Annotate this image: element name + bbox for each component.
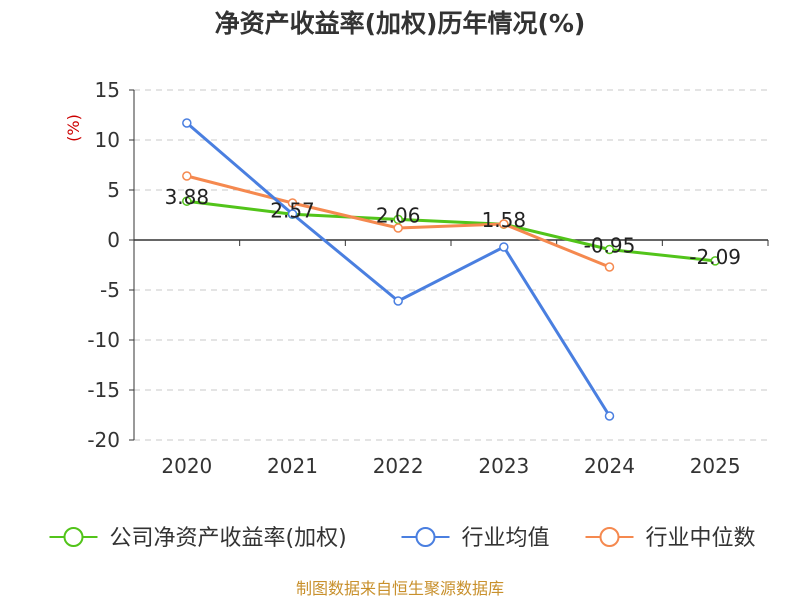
legend-swatch-circle (415, 527, 436, 547)
data-point-2 (182, 171, 192, 181)
legend-label: 行业中位数 (646, 526, 756, 551)
legend-swatch-circle (63, 527, 84, 547)
y-axis-unit-label: (%) (64, 114, 83, 142)
x-tick-label: 2022 (373, 454, 424, 478)
data-point-1 (393, 296, 403, 306)
data-point-0 (182, 196, 192, 206)
legend-item-2[interactable]: 行业中位数 (585, 526, 756, 551)
y-tick-label: 5 (107, 178, 120, 202)
data-point-2 (393, 223, 403, 233)
x-tick-label: 2024 (584, 454, 635, 478)
data-point-0 (710, 256, 720, 266)
y-tick-label: -15 (87, 378, 120, 402)
legend-item-0[interactable]: 公司净资产收益率(加权) (49, 526, 347, 551)
y-tick-label: 10 (95, 128, 120, 152)
data-point-2 (499, 219, 509, 229)
series-lines (182, 118, 720, 421)
data-source-note: 制图数据来自恒生聚源数据库 (296, 579, 504, 598)
y-tick-label: -10 (87, 328, 120, 352)
data-label: 2.57 (270, 198, 315, 222)
data-label: -2.09 (689, 245, 741, 269)
data-label: -0.95 (584, 234, 636, 258)
x-tick-label: 2021 (267, 454, 318, 478)
y-tick-label: -5 (100, 278, 120, 302)
data-labels: 3.88 2.57 2.06 1.58 -0.95 -2.09 (165, 185, 741, 269)
x-tick-label: 2020 (161, 454, 212, 478)
legend-label: 行业均值 (462, 526, 550, 551)
legend-label: 公司净资产收益率(加权) (110, 526, 347, 551)
data-label: 3.88 (165, 185, 210, 209)
data-point-2 (287, 198, 298, 208)
data-point-0 (604, 244, 615, 255)
data-point-1 (182, 118, 192, 128)
data-point-1 (604, 411, 615, 421)
grid-lines (134, 89, 768, 441)
y-tick-label: 15 (95, 78, 120, 102)
series-line-1 (185, 121, 611, 417)
data-point-2 (604, 262, 615, 272)
y-tick-label: 0 (107, 228, 120, 252)
legend-item-1[interactable]: 行业均值 (401, 526, 550, 551)
axes: 15 10 5 0 -5 -10 -15 -20 2020 2021 2022 2023 2024 202… (87, 78, 769, 478)
y-tick-label: -20 (87, 428, 120, 452)
data-point-1 (499, 242, 509, 252)
data-point-1 (287, 209, 298, 219)
series-line-0 (186, 199, 716, 263)
x-tick-label: 2025 (690, 454, 741, 478)
chart-title: 净资产收益率(加权)历年情况(%) (215, 9, 586, 38)
legend[interactable]: 公司净资产收益率(加权) 行业均值 行业中位数 (49, 526, 756, 551)
data-label: 2.06 (376, 203, 421, 227)
legend-swatch-circle (599, 527, 620, 547)
data-label: 1.58 (482, 208, 527, 232)
x-tick-label: 2023 (478, 454, 529, 478)
